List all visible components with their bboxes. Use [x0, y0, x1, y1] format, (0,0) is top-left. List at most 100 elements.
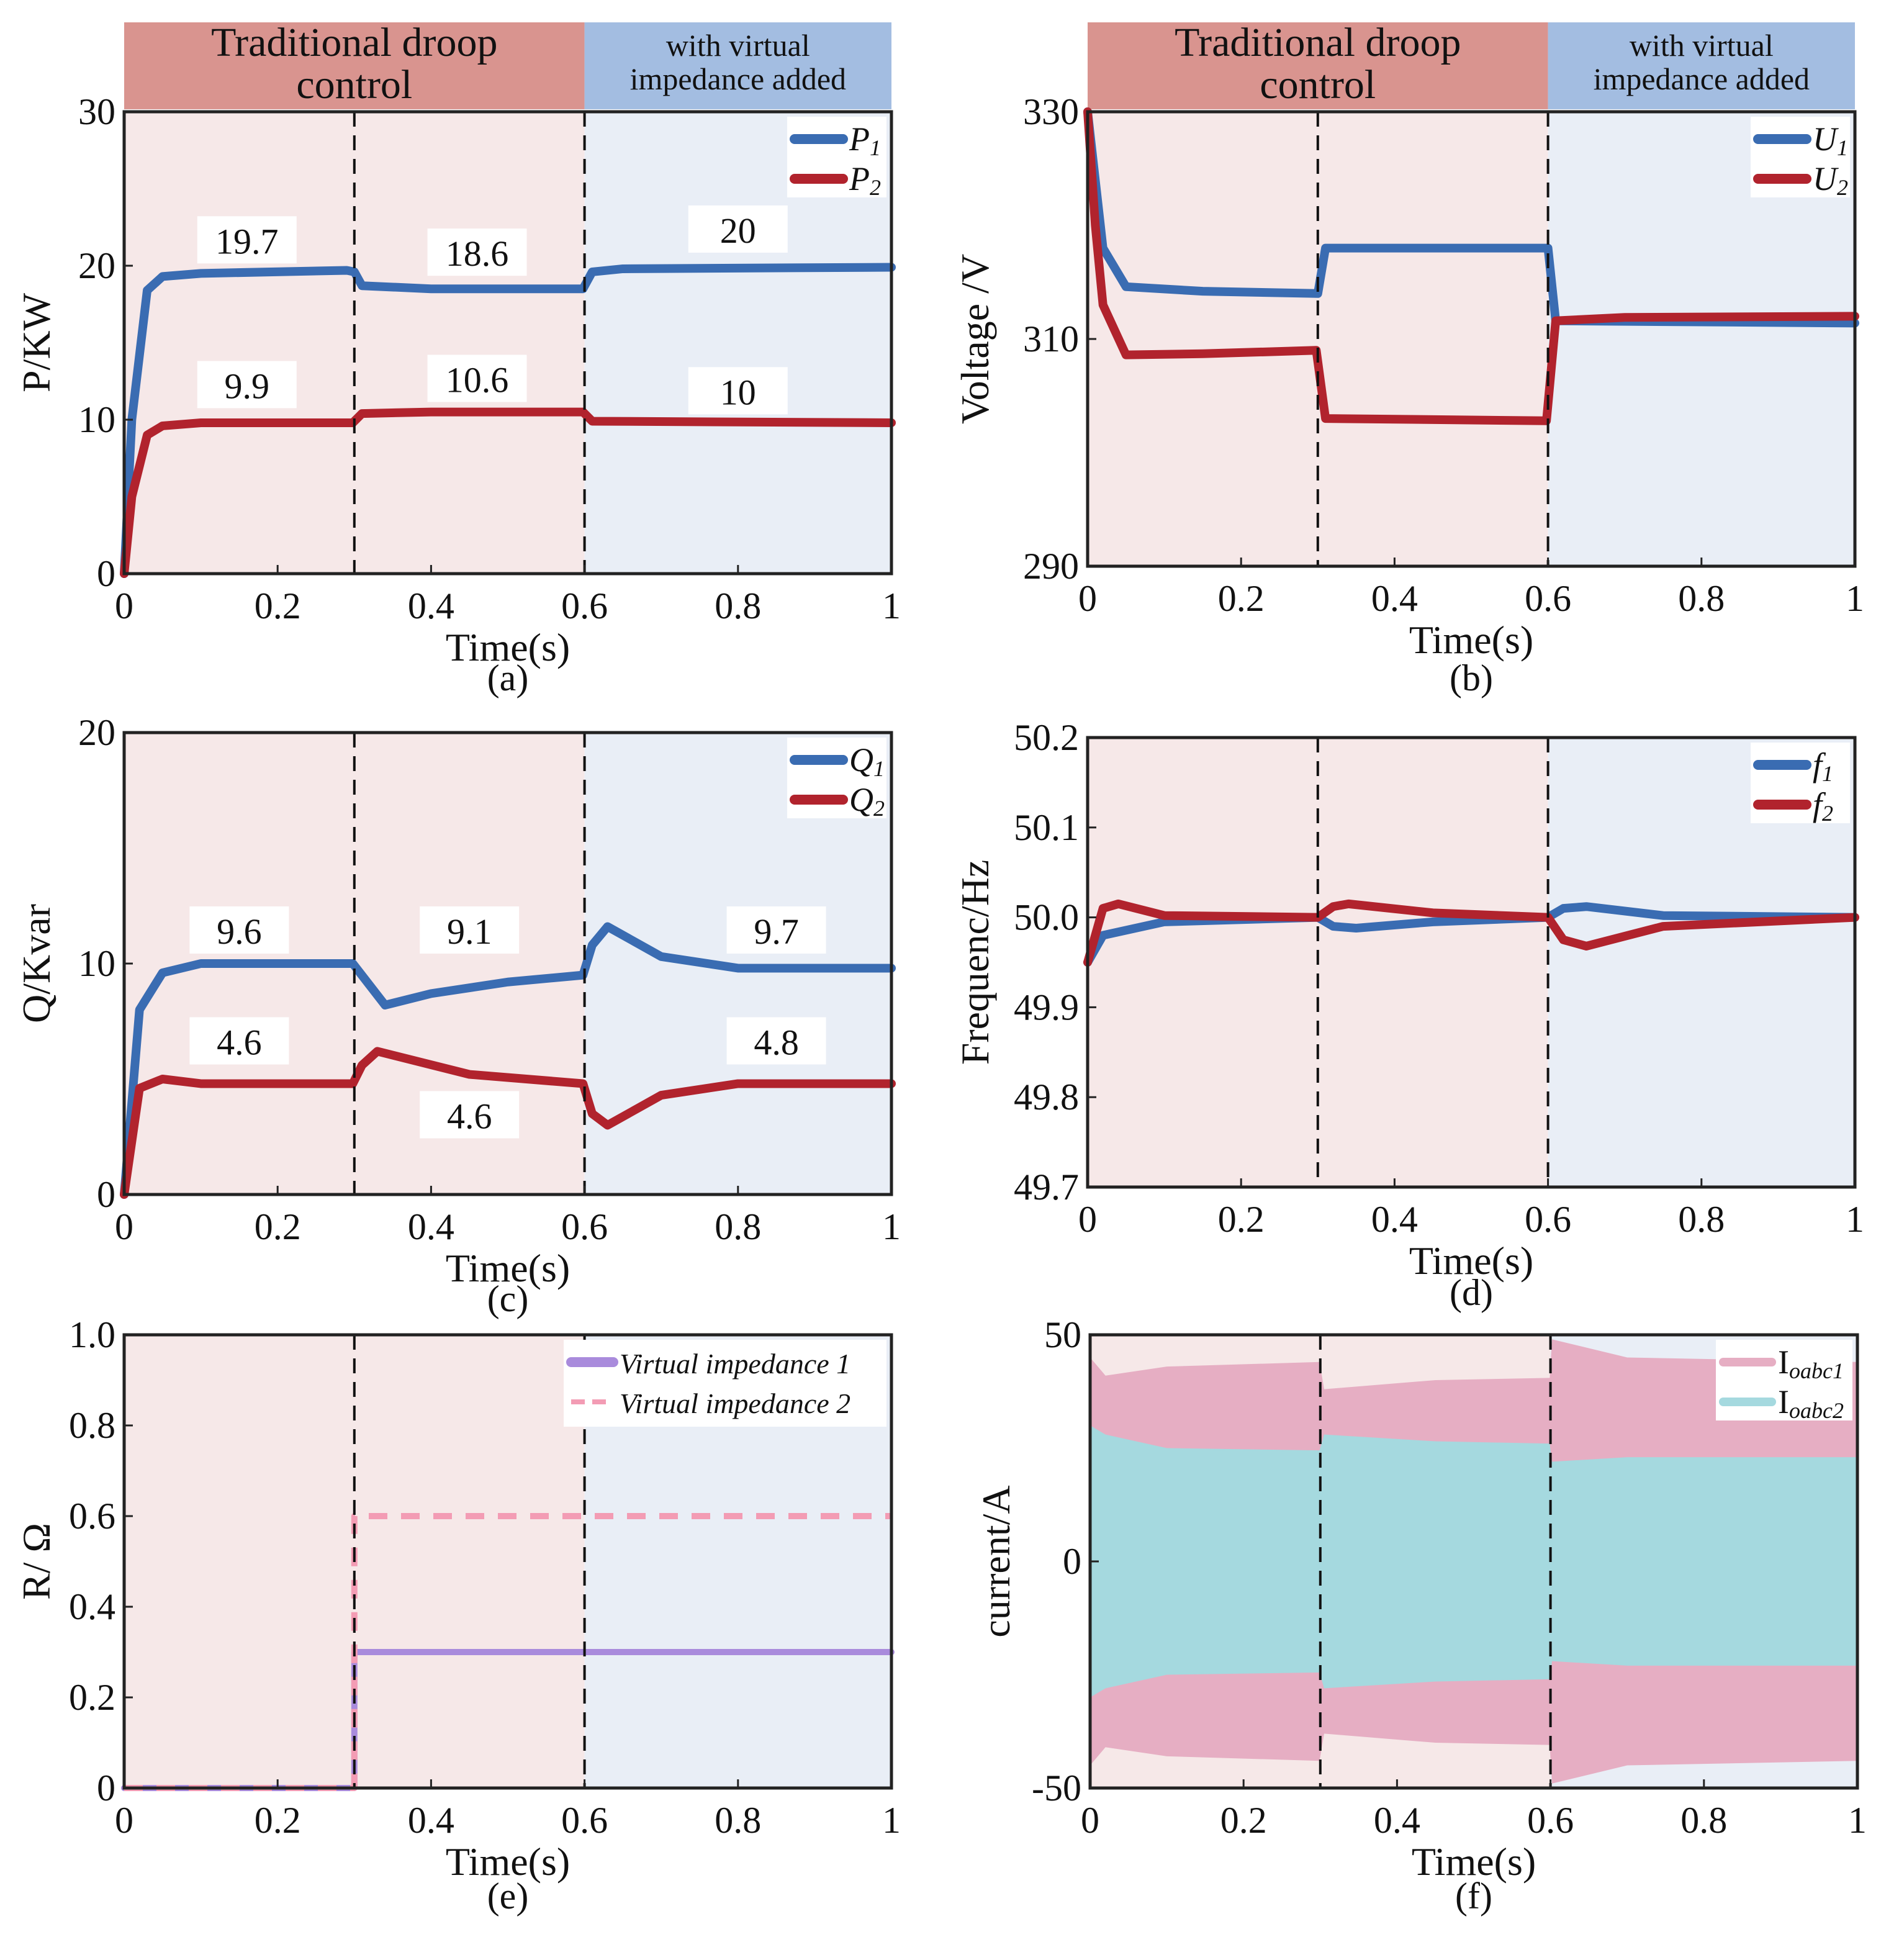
- chart-panel-f: 0 0.2 0.4 0.6 0.8 1-50050Time(s)current/A(f)I…: [974, 1314, 1867, 1917]
- y-tick-label: 10: [78, 399, 115, 440]
- legend-box: [564, 1340, 886, 1427]
- x-tick-label: 0.6: [1525, 578, 1571, 619]
- y-tick-label: 49.7: [1014, 1167, 1079, 1208]
- y-tick-label: 20: [78, 245, 115, 286]
- x-tick-label: 0: [1078, 1199, 1097, 1240]
- y-tick-label: 50.2: [1014, 717, 1079, 758]
- legend-label-2: U2: [1813, 160, 1848, 200]
- annotation-box: [688, 205, 788, 253]
- header-traditional-label: control: [1260, 62, 1376, 107]
- annotation-box: [197, 216, 297, 264]
- annotation-label: 19.7: [215, 221, 279, 261]
- x-tick-label: 0.8: [1678, 1199, 1725, 1240]
- y-tick-label: 50.0: [1014, 897, 1079, 938]
- chart-panel-c: 9.6 9.1 9.74.64.64.80 0.2 0.4 0.6 0.8 101020Tim…: [14, 712, 901, 1319]
- y-tick-label: 290: [1023, 546, 1079, 587]
- region-traditional-bg: [124, 112, 585, 574]
- legend-label-2: Virtual impedance 2: [620, 1388, 850, 1419]
- y-tick-label: 330: [1023, 91, 1079, 132]
- chart-panel-e: 0 0.2 0.4 0.6 0.8 1 0 0.2 0.4 0.6 0.8 1.0 Time(s) R/ …: [14, 1314, 901, 1917]
- x-tick-label: 1: [1846, 1199, 1864, 1240]
- series-line-1: [120, 922, 896, 1199]
- x-tick-label: 0.2: [255, 1206, 301, 1247]
- y-axis-label: P/KW: [14, 292, 58, 392]
- x-tick-label: 1: [882, 1800, 901, 1841]
- legend-box: [1751, 117, 1850, 197]
- series-line-1: [1083, 107, 1859, 328]
- annotation-box: [427, 228, 527, 276]
- y-tick-label: 0: [1063, 1541, 1081, 1582]
- x-tick-label: 0.6: [561, 585, 608, 626]
- x-axis-label: Time(s): [1412, 1840, 1536, 1884]
- y-axis-label: Frequenc/Hz: [953, 860, 997, 1065]
- annotation-label: 10.6: [446, 360, 509, 400]
- panel-caption: (b): [1450, 657, 1493, 698]
- header-virtual-label: with virtual: [666, 28, 810, 63]
- legend-label-1: P1: [849, 120, 881, 160]
- x-tick-label: 0.8: [715, 1800, 761, 1841]
- header-virtual-label: impedance added: [1594, 61, 1810, 96]
- legend-label-1: U1: [1813, 120, 1848, 160]
- y-tick-label: 30: [78, 91, 115, 132]
- y-axis-label: R/ Ω: [14, 1523, 58, 1600]
- y-tick-label: 0.6: [69, 1496, 115, 1537]
- x-tick-label: 0: [115, 585, 133, 626]
- x-tick-label: 0.2: [255, 585, 301, 626]
- x-tick-label: 0.6: [1525, 1199, 1571, 1240]
- y-tick-label: 20: [78, 712, 115, 753]
- legend-label-1: Ioabc1: [1778, 1344, 1844, 1383]
- plot-frame: [1086, 736, 1857, 1189]
- y-axis-label: current/A: [974, 1485, 1018, 1637]
- x-tick-label: 0.8: [1678, 578, 1725, 619]
- annotation-label: 20: [720, 210, 756, 251]
- annotation-box: [726, 1017, 826, 1065]
- y-tick-label: 0: [97, 1768, 115, 1809]
- y-tick-label: 49.9: [1014, 987, 1079, 1027]
- x-axis-label: Time(s): [1409, 618, 1533, 662]
- y-tick-label: 0: [97, 1174, 115, 1215]
- header-virtual-band: [584, 22, 891, 109]
- y-tick-label: 0: [97, 553, 115, 594]
- annotation-label: 9.9: [225, 366, 270, 406]
- annotation-label: 10: [720, 372, 756, 412]
- series-line-1: [1083, 902, 1859, 967]
- legend-label-2: Q2: [849, 781, 885, 821]
- series-line-2: [120, 407, 896, 578]
- annotation-label: 4.6: [217, 1022, 262, 1062]
- header-traditional-label: Traditional droop: [1175, 20, 1461, 65]
- x-tick-label: 0.8: [715, 585, 761, 626]
- y-tick-label: 49.8: [1014, 1077, 1079, 1118]
- annotation-box: [420, 1091, 520, 1139]
- legend-label-2: P2: [849, 160, 881, 200]
- y-tick-label: 0.2: [69, 1677, 115, 1718]
- x-tick-label: 0.6: [561, 1206, 608, 1247]
- y-tick-label: 310: [1023, 318, 1079, 359]
- x-tick-label: 0.2: [1218, 1199, 1265, 1240]
- annotation-label: 18.6: [446, 233, 509, 274]
- header-traditional-band: [1088, 22, 1548, 109]
- x-tick-label: 0.6: [1527, 1800, 1574, 1841]
- x-tick-label: 0.4: [408, 1800, 454, 1841]
- x-tick-label: 0.2: [1220, 1800, 1267, 1841]
- y-axis-label: Q/Kvar: [14, 904, 58, 1023]
- x-tick-label: 0.4: [1371, 578, 1418, 619]
- series-line-2: [1083, 899, 1859, 967]
- annotation-label: 9.6: [217, 911, 262, 952]
- y-tick-label: 1.0: [69, 1314, 115, 1355]
- x-tick-label: 0.6: [561, 1800, 608, 1841]
- x-tick-label: 1: [882, 1206, 901, 1247]
- x-axis-label: Time(s): [446, 1840, 570, 1884]
- legend-label-2: Ioabc2: [1778, 1383, 1844, 1423]
- y-tick-label: 50: [1044, 1314, 1081, 1355]
- x-tick-label: 0.4: [1371, 1199, 1418, 1240]
- annotation-box: [420, 906, 520, 954]
- legend: Virtual impedance 1 Virtual impedance 2: [564, 1340, 886, 1427]
- y-tick-label: 0.8: [69, 1405, 115, 1446]
- series-band-2: [1090, 1425, 1857, 1697]
- annotation-box: [189, 906, 289, 954]
